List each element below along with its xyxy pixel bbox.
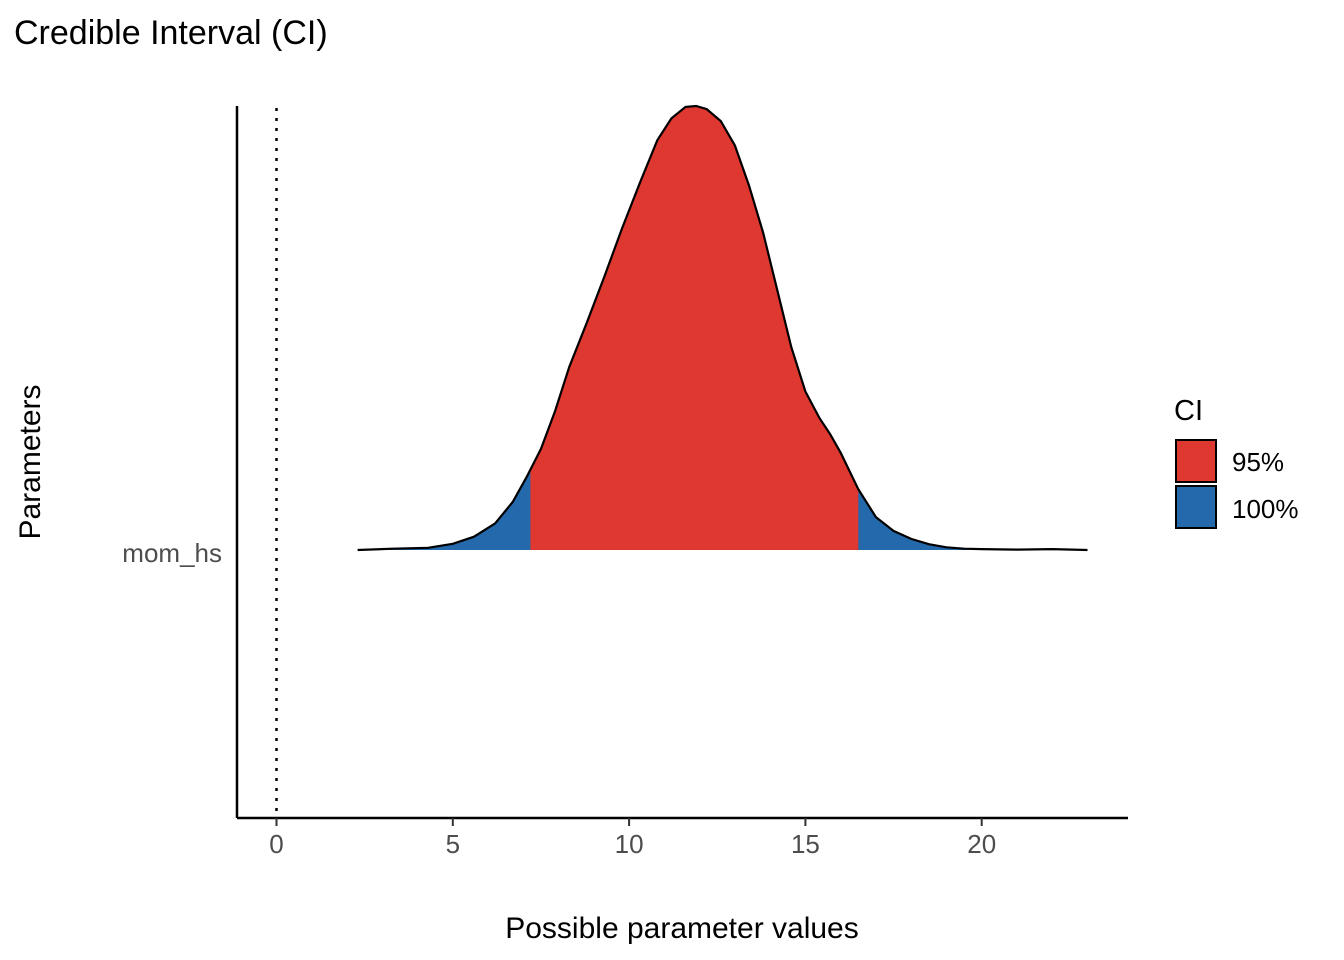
y-axis-title: Parameters: [14, 384, 47, 539]
legend-title: CI: [1174, 395, 1203, 427]
x-axis-ticks: 0 5 10 15 20: [269, 818, 996, 859]
legend: CI 95% 100%: [1174, 395, 1299, 529]
x-tick-label-0: 0: [269, 829, 283, 859]
y-tick-label-mom-hs: mom_hs: [122, 538, 222, 568]
ci-area-95: [530, 106, 859, 550]
legend-label-95: 95%: [1232, 447, 1284, 477]
x-tick-label-20: 20: [967, 829, 996, 859]
density-outline: [357, 104, 1088, 552]
ci-areas: [357, 106, 1088, 550]
x-tick-label-5: 5: [446, 829, 460, 859]
legend-label-100: 100%: [1232, 494, 1299, 524]
x-axis-title: Possible parameter values: [505, 912, 859, 945]
legend-key-95: [1175, 439, 1217, 483]
plot-area: 0 5 10 15 20 mom_hs: [122, 104, 1128, 859]
x-tick-label-15: 15: [791, 829, 820, 859]
chart-title: Credible Interval (CI): [14, 14, 328, 52]
legend-key-100: [1175, 485, 1217, 529]
x-tick-label-10: 10: [615, 829, 644, 859]
